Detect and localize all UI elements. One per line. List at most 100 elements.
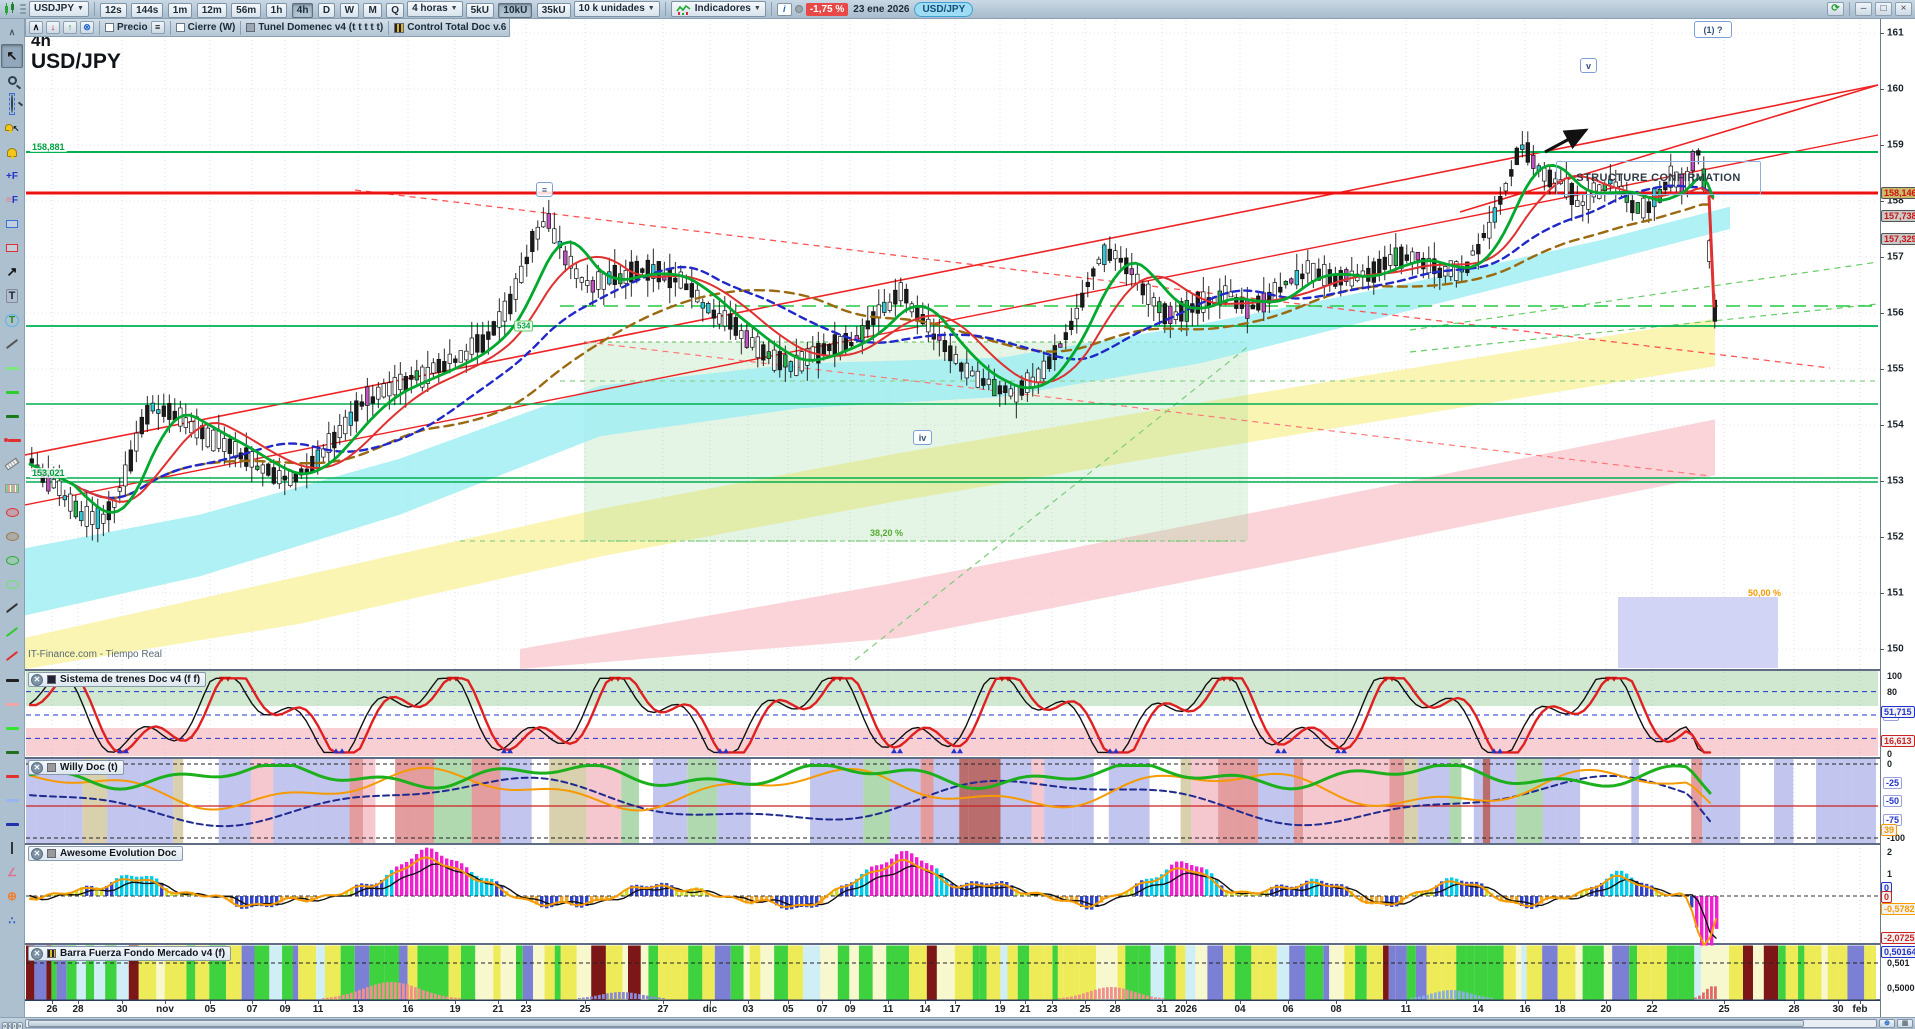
- ellipse-brown-icon[interactable]: [1, 524, 23, 548]
- time-axis-label: 19: [449, 1004, 461, 1015]
- price-axis[interactable]: [1880, 19, 1915, 1017]
- trendline-red-icon[interactable]: [1, 644, 23, 668]
- anchor-fib-icon[interactable]: +F: [6, 170, 18, 182]
- timeframe-button-4h[interactable]: 4h: [291, 3, 314, 18]
- text-bubble-icon[interactable]: T: [1, 308, 23, 332]
- price-checkbox[interactable]: [105, 23, 114, 32]
- time-axis-label: dic: [702, 1004, 718, 1015]
- ruler-icon[interactable]: [1, 452, 23, 476]
- zoom-area-icon[interactable]: [1, 92, 23, 116]
- close-indicator-button[interactable]: ✕: [31, 673, 43, 686]
- vertical-line-icon[interactable]: [1, 836, 23, 860]
- period-select[interactable]: 4 horas ▼: [407, 1, 463, 17]
- scrollbar-track[interactable]: [24, 1019, 1877, 1028]
- timeframe-button-144s[interactable]: 144s: [131, 3, 164, 18]
- symbol-select[interactable]: USDJPY ▼: [29, 1, 89, 17]
- time-tick-mark: [1860, 1001, 1861, 1004]
- point-cluster-icon[interactable]: ∴: [8, 914, 16, 927]
- time-axis-label: 25: [1079, 1004, 1091, 1015]
- ellipse-green-icon[interactable]: [1, 548, 23, 572]
- trend-arrow-icon[interactable]: ↗: [6, 264, 18, 279]
- time-axis-label: 19: [994, 1004, 1006, 1015]
- zoom-in-button[interactable]: ⊕: [1879, 1019, 1895, 1028]
- close-indicator-button[interactable]: ✕: [31, 947, 43, 960]
- hline-navy-icon[interactable]: [1, 812, 23, 836]
- trendline-black-icon[interactable]: [1, 596, 23, 620]
- time-tick-mark: [1025, 1001, 1026, 1004]
- scroll-nav-button[interactable]: ‹: [7, 1021, 13, 1029]
- timeframe-button-12m[interactable]: 12m: [196, 3, 227, 18]
- volume-button-10kU[interactable]: 10kU: [498, 3, 533, 18]
- timeframe-button-1m[interactable]: 1m: [167, 3, 193, 18]
- time-tick-mark: [285, 1001, 286, 1004]
- hline-pink-icon[interactable]: [1, 692, 23, 716]
- segment-icon[interactable]: [1, 332, 23, 356]
- alarm-icon[interactable]: [1, 140, 23, 164]
- collapse-toolbar-icon[interactable]: ∧: [8, 26, 16, 37]
- volume-button-35kU[interactable]: 35kU: [536, 3, 571, 18]
- scroll-nav-button[interactable]: «: [2, 1021, 8, 1029]
- time-tick-mark: [1000, 1001, 1001, 1004]
- indicator-title: Barra Fuerza Fondo Mercado v4 (f): [60, 948, 226, 959]
- time-slider-button[interactable]: ▦: [1897, 1019, 1913, 1028]
- tunnel-indicator-label: Tunel Domenec v4 (t t t t t): [258, 22, 384, 33]
- close-button[interactable]: ×: [1895, 2, 1912, 16]
- pair-badge: USD/JPY: [914, 1, 974, 17]
- timeframe-button-Q[interactable]: Q: [386, 3, 405, 18]
- hline-green-icon[interactable]: [1, 380, 23, 404]
- hline-black-icon[interactable]: [1, 668, 23, 692]
- time-axis-label: 07: [816, 1004, 828, 1015]
- cursor-icon[interactable]: ↖: [1, 44, 23, 68]
- collapse-panel-button[interactable]: ∧: [29, 21, 43, 34]
- timeframe-button-W[interactable]: W: [339, 3, 360, 18]
- hline-dark-green-icon[interactable]: [1, 404, 23, 428]
- close-w-checkbox[interactable]: [175, 23, 185, 32]
- time-tick-mark: [1606, 1001, 1607, 1004]
- time-tick-mark: [710, 1001, 711, 1004]
- hline-light-green-icon[interactable]: [1, 356, 23, 380]
- scroll-nav-button[interactable]: »: [16, 1021, 23, 1029]
- angle-tool-icon[interactable]: ∠: [7, 866, 17, 879]
- ellipse-red-icon[interactable]: [1, 500, 23, 524]
- units-select[interactable]: 10 k unidades ▼: [573, 1, 660, 17]
- hline-red-dot-icon[interactable]: [1, 428, 23, 452]
- timeframe-button-56m[interactable]: 56m: [231, 3, 262, 18]
- scroll-nav-button[interactable]: ›: [12, 1021, 17, 1029]
- rectangle-blue-icon[interactable]: [1, 212, 23, 236]
- alarm-pointer-icon[interactable]: ↖: [1, 116, 23, 140]
- rectangle-red-icon[interactable]: [1, 236, 23, 260]
- time-axis-label: 11: [882, 1004, 894, 1015]
- hline-red-icon[interactable]: [1, 764, 23, 788]
- timeframe-button-D[interactable]: D: [317, 3, 336, 18]
- download-icon[interactable]: ↓: [46, 21, 60, 34]
- scrollbar-thumb[interactable]: [27, 1020, 1804, 1027]
- fib-levels-icon[interactable]: ≡F: [6, 194, 18, 206]
- list-icon[interactable]: ≡: [150, 21, 165, 34]
- upload-icon[interactable]: ↑: [63, 21, 77, 34]
- text-icon[interactable]: T: [1, 284, 23, 308]
- close-indicator-button[interactable]: ✕: [31, 847, 43, 860]
- hline-bright-green-icon[interactable]: [1, 716, 23, 740]
- volume-button-5kU[interactable]: 5kU: [465, 3, 494, 18]
- restore-button[interactable]: □: [1875, 2, 1892, 16]
- close-indicator-button[interactable]: ✕: [31, 761, 43, 774]
- ellipse-light-green-icon[interactable]: [1, 572, 23, 596]
- zoom-icon[interactable]: [1, 68, 23, 92]
- indicators-button[interactable]: Indicadores ▼: [670, 1, 766, 17]
- timeframe-button-M[interactable]: M: [363, 3, 382, 18]
- price-chart[interactable]: [25, 19, 1880, 1017]
- time-axis-label: 23: [520, 1004, 532, 1015]
- minimize-button[interactable]: –: [1855, 2, 1872, 16]
- hline-forest-green-icon[interactable]: [1, 740, 23, 764]
- close-all-icon[interactable]: ⊗: [80, 21, 94, 34]
- hline-light-blue-icon[interactable]: [1, 788, 23, 812]
- timeframe-button-12s[interactable]: 12s: [99, 3, 127, 18]
- pattern-detector-icon[interactable]: [1, 476, 23, 500]
- trendline-green-icon[interactable]: [1, 620, 23, 644]
- timeframe-button-1h[interactable]: 1h: [265, 3, 288, 18]
- info-icon[interactable]: i: [776, 2, 792, 16]
- time-axis[interactable]: 26 28 30 nov 05 07 09 11 13 16 19 21 23 25 27 dic 03 05 07…: [25, 1000, 1880, 1017]
- refresh-icon[interactable]: ⟳: [1827, 2, 1844, 16]
- target-circle-icon[interactable]: ⊕: [6, 889, 18, 903]
- toolbar-grip[interactable]: [20, 2, 26, 16]
